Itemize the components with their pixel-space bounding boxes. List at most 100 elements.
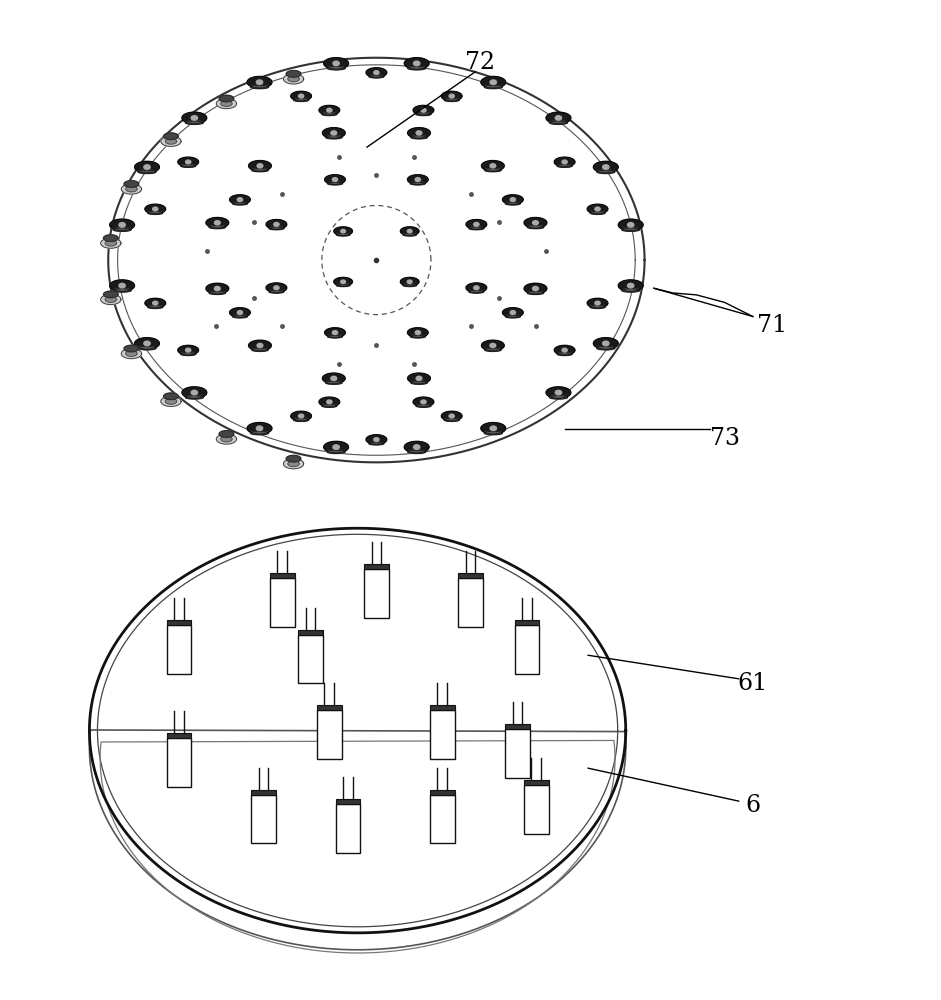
Polygon shape [166,399,177,404]
Polygon shape [185,348,191,352]
Polygon shape [502,195,523,204]
Polygon shape [256,80,263,84]
Polygon shape [327,182,343,185]
Polygon shape [219,431,233,437]
Polygon shape [411,381,427,384]
Polygon shape [590,306,605,309]
Polygon shape [251,169,268,172]
Text: 72: 72 [465,51,495,74]
Polygon shape [230,195,250,204]
Polygon shape [319,105,340,115]
Polygon shape [256,426,263,431]
Polygon shape [209,226,226,229]
Polygon shape [283,459,304,469]
Polygon shape [247,76,272,88]
Polygon shape [322,404,337,407]
Polygon shape [515,625,539,674]
Polygon shape [597,170,614,174]
Polygon shape [105,297,117,302]
Polygon shape [554,157,575,167]
Polygon shape [209,291,226,294]
Polygon shape [628,223,634,227]
Polygon shape [413,105,434,115]
Polygon shape [546,387,571,398]
Polygon shape [105,240,117,246]
Polygon shape [331,376,337,380]
Polygon shape [405,58,429,69]
Polygon shape [407,328,428,337]
Polygon shape [251,790,276,795]
Polygon shape [515,620,539,625]
Polygon shape [421,400,426,404]
Polygon shape [274,222,279,226]
Polygon shape [550,121,567,124]
Polygon shape [430,710,455,759]
Polygon shape [124,181,138,187]
Polygon shape [527,291,544,294]
Polygon shape [164,393,178,400]
Polygon shape [294,99,309,101]
Polygon shape [400,227,419,235]
Polygon shape [524,780,549,785]
Polygon shape [166,138,177,144]
Polygon shape [138,170,156,174]
Polygon shape [405,441,429,453]
Polygon shape [449,414,455,418]
Polygon shape [327,108,332,112]
Polygon shape [215,286,220,291]
Polygon shape [161,396,181,406]
Polygon shape [366,68,387,77]
Polygon shape [327,450,345,454]
Polygon shape [251,348,268,351]
Polygon shape [327,335,343,338]
Polygon shape [407,280,412,283]
Polygon shape [597,347,614,350]
Polygon shape [430,795,455,843]
Polygon shape [294,419,309,421]
Polygon shape [326,381,343,384]
Polygon shape [449,94,455,98]
Polygon shape [557,353,572,356]
Polygon shape [283,74,304,84]
Polygon shape [232,315,247,318]
Polygon shape [587,298,608,308]
Polygon shape [413,61,420,66]
Polygon shape [185,121,203,124]
Polygon shape [323,373,345,384]
Text: 71: 71 [757,314,787,337]
Polygon shape [181,165,196,167]
Polygon shape [336,799,360,804]
Polygon shape [248,340,271,351]
Polygon shape [413,397,434,407]
Polygon shape [119,223,125,227]
Polygon shape [288,76,299,82]
Polygon shape [594,338,618,349]
Polygon shape [126,351,137,356]
Polygon shape [594,161,618,173]
Polygon shape [237,198,243,201]
Polygon shape [298,635,323,683]
Polygon shape [152,207,158,211]
Polygon shape [441,91,462,101]
Polygon shape [469,227,484,230]
Polygon shape [403,233,417,236]
Polygon shape [374,438,379,441]
Text: 73: 73 [710,427,740,450]
Polygon shape [410,182,425,185]
Polygon shape [485,348,502,351]
Polygon shape [336,804,360,853]
Polygon shape [291,91,311,101]
Polygon shape [482,161,504,171]
Polygon shape [119,283,125,288]
Polygon shape [145,298,166,308]
Polygon shape [135,161,159,173]
Polygon shape [333,445,340,449]
Polygon shape [250,85,268,89]
Polygon shape [466,220,486,229]
Polygon shape [403,284,417,287]
Polygon shape [324,441,348,453]
Polygon shape [458,578,483,627]
Polygon shape [216,434,236,444]
Polygon shape [191,116,198,120]
Polygon shape [473,286,479,290]
